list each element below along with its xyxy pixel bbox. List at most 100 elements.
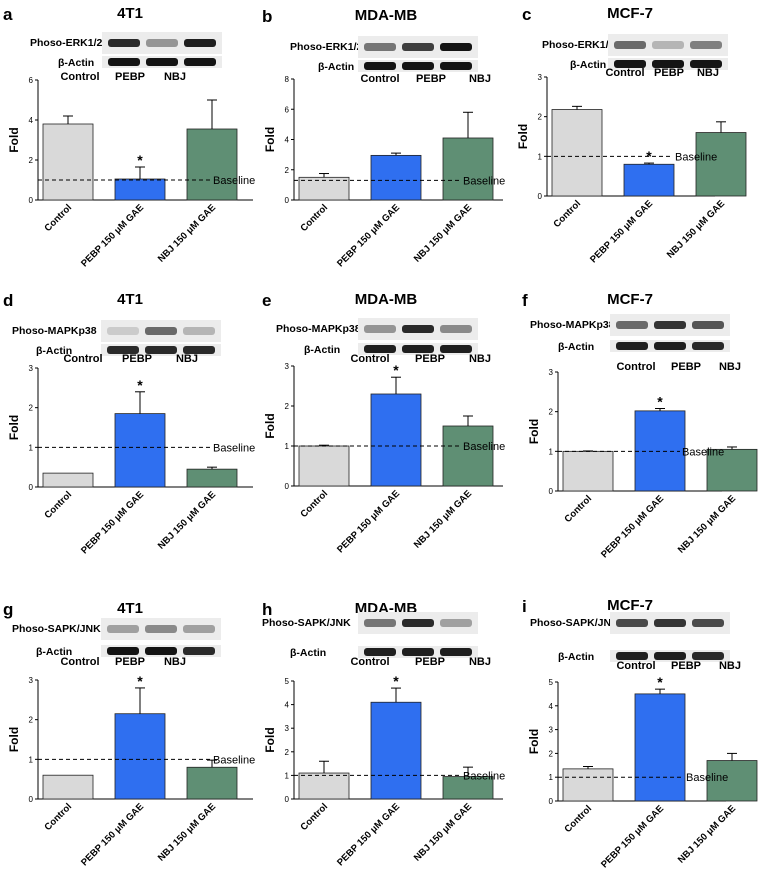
blot-band — [440, 619, 472, 627]
y-tick-label: 4 — [549, 702, 554, 711]
category-label: NBJ 150 μM GAE — [676, 493, 738, 555]
lane-label: NBJ — [176, 353, 198, 365]
category-label: NBJ 150 μM GAE — [665, 198, 727, 260]
blot-band — [654, 652, 686, 660]
lane-label: NBJ — [719, 361, 741, 373]
lane-label: PEBP — [415, 656, 445, 668]
category-label: PEBP 150 μM GAE — [335, 488, 402, 555]
y-tick-label: 3 — [549, 726, 554, 735]
lane-label: PEBP — [654, 67, 684, 79]
blot-band — [440, 648, 472, 656]
blot-loading-label: β-Actin — [36, 646, 72, 658]
blot-band — [652, 41, 684, 49]
blot-band — [145, 625, 177, 633]
y-axis-label: Fold — [527, 729, 541, 754]
y-tick-label: 6 — [285, 105, 290, 114]
y-tick-label: 0 — [29, 795, 34, 804]
bar-pebp — [634, 693, 686, 802]
blot-band — [146, 39, 178, 47]
blot-target-label: Phoso-ERK1/2 — [542, 39, 615, 51]
lane-label: NBJ — [469, 353, 491, 365]
y-tick-label: 1 — [285, 771, 290, 780]
panel-letter: e — [262, 291, 271, 310]
blot-band — [145, 346, 177, 354]
blot-band — [440, 43, 472, 51]
blot-band — [107, 346, 139, 354]
significance-star: * — [137, 673, 143, 689]
bar-control — [42, 774, 94, 800]
y-tick-label: 3 — [29, 364, 34, 373]
panel-a: a 4T1 Phoso-ERK1/2 β-Actin Control PEBP NBJ 0 2 4… — [3, 5, 255, 269]
blot-band — [402, 345, 434, 353]
significance-star: * — [657, 674, 663, 690]
blot-band — [652, 60, 684, 68]
lane-label: NBJ — [164, 71, 186, 83]
blot-band — [440, 62, 472, 70]
y-tick-label: 2 — [29, 404, 34, 413]
lane-label: NBJ — [697, 67, 719, 79]
lane-label: PEBP — [671, 660, 701, 672]
lane-label: PEBP — [115, 656, 145, 668]
y-tick-label: 0 — [29, 196, 34, 205]
blot-target-label: Phoso-ERK1/2 — [30, 37, 103, 49]
bar-pebp — [370, 701, 422, 800]
y-tick-label: 2 — [549, 408, 554, 417]
category-label: NBJ 150 μM GAE — [156, 801, 218, 863]
blot-band — [364, 325, 396, 333]
y-tick-label: 1 — [538, 152, 543, 161]
blot-band — [692, 619, 724, 627]
blot-band — [364, 345, 396, 353]
bar-control — [298, 772, 350, 800]
blot-target-label: Phoso-SAPK/JNK — [530, 617, 619, 629]
lane-label: NBJ — [469, 73, 491, 85]
category-label: Control — [42, 202, 74, 234]
blot-band — [614, 60, 646, 68]
blot-band — [107, 625, 139, 633]
blot-band — [616, 342, 648, 350]
blot-band — [145, 647, 177, 655]
blot-band — [690, 41, 722, 49]
panel-title: 4T1 — [117, 600, 143, 617]
y-tick-label: 8 — [285, 75, 290, 84]
lane-label: Control — [605, 67, 644, 79]
baseline-label: Baseline — [463, 441, 505, 453]
panel-title: 4T1 — [117, 5, 143, 22]
category-label: NBJ 150 μM GAE — [676, 803, 738, 865]
significance-star: * — [393, 362, 399, 378]
significance-star: * — [137, 152, 143, 168]
bar-pebp — [114, 178, 166, 201]
y-tick-label: 0 — [549, 487, 554, 496]
y-tick-label: 5 — [549, 678, 554, 687]
y-tick-label: 1 — [29, 443, 34, 452]
blot-band — [692, 652, 724, 660]
bar-control — [562, 450, 614, 492]
y-tick-label: 4 — [285, 136, 290, 145]
panel-title: MDA-MB — [355, 291, 418, 308]
baseline-label: Baseline — [213, 754, 255, 766]
blot-band — [146, 58, 178, 66]
y-tick-label: 4 — [285, 701, 290, 710]
baseline-label: Baseline — [213, 175, 255, 187]
category-label: Control — [551, 198, 583, 230]
blot-loading-label: β-Actin — [318, 61, 354, 73]
blot-band — [184, 58, 216, 66]
blot-band — [654, 342, 686, 350]
y-tick-label: 0 — [549, 797, 554, 806]
panel-i: i MCF-7 Phoso-SAPK/JNK β-Actin Control PEBP NB… — [522, 597, 758, 870]
lane-label: Control — [60, 71, 99, 83]
lane-label: NBJ — [719, 660, 741, 672]
y-tick-label: 2 — [29, 156, 34, 165]
y-tick-label: 1 — [549, 773, 554, 782]
blot-band — [440, 345, 472, 353]
lane-label: PEBP — [671, 361, 701, 373]
y-tick-label: 0 — [285, 482, 290, 491]
lane-label: Control — [350, 353, 389, 365]
blot-loading-label: β-Actin — [304, 344, 340, 356]
panel-title: 4T1 — [117, 291, 143, 308]
y-axis-label: Fold — [516, 124, 530, 149]
bar-pebp — [370, 154, 422, 201]
blot-target-label: Phoso-MAPKp38 — [12, 325, 97, 337]
blot-band — [440, 325, 472, 333]
panel-letter: f — [522, 291, 528, 310]
